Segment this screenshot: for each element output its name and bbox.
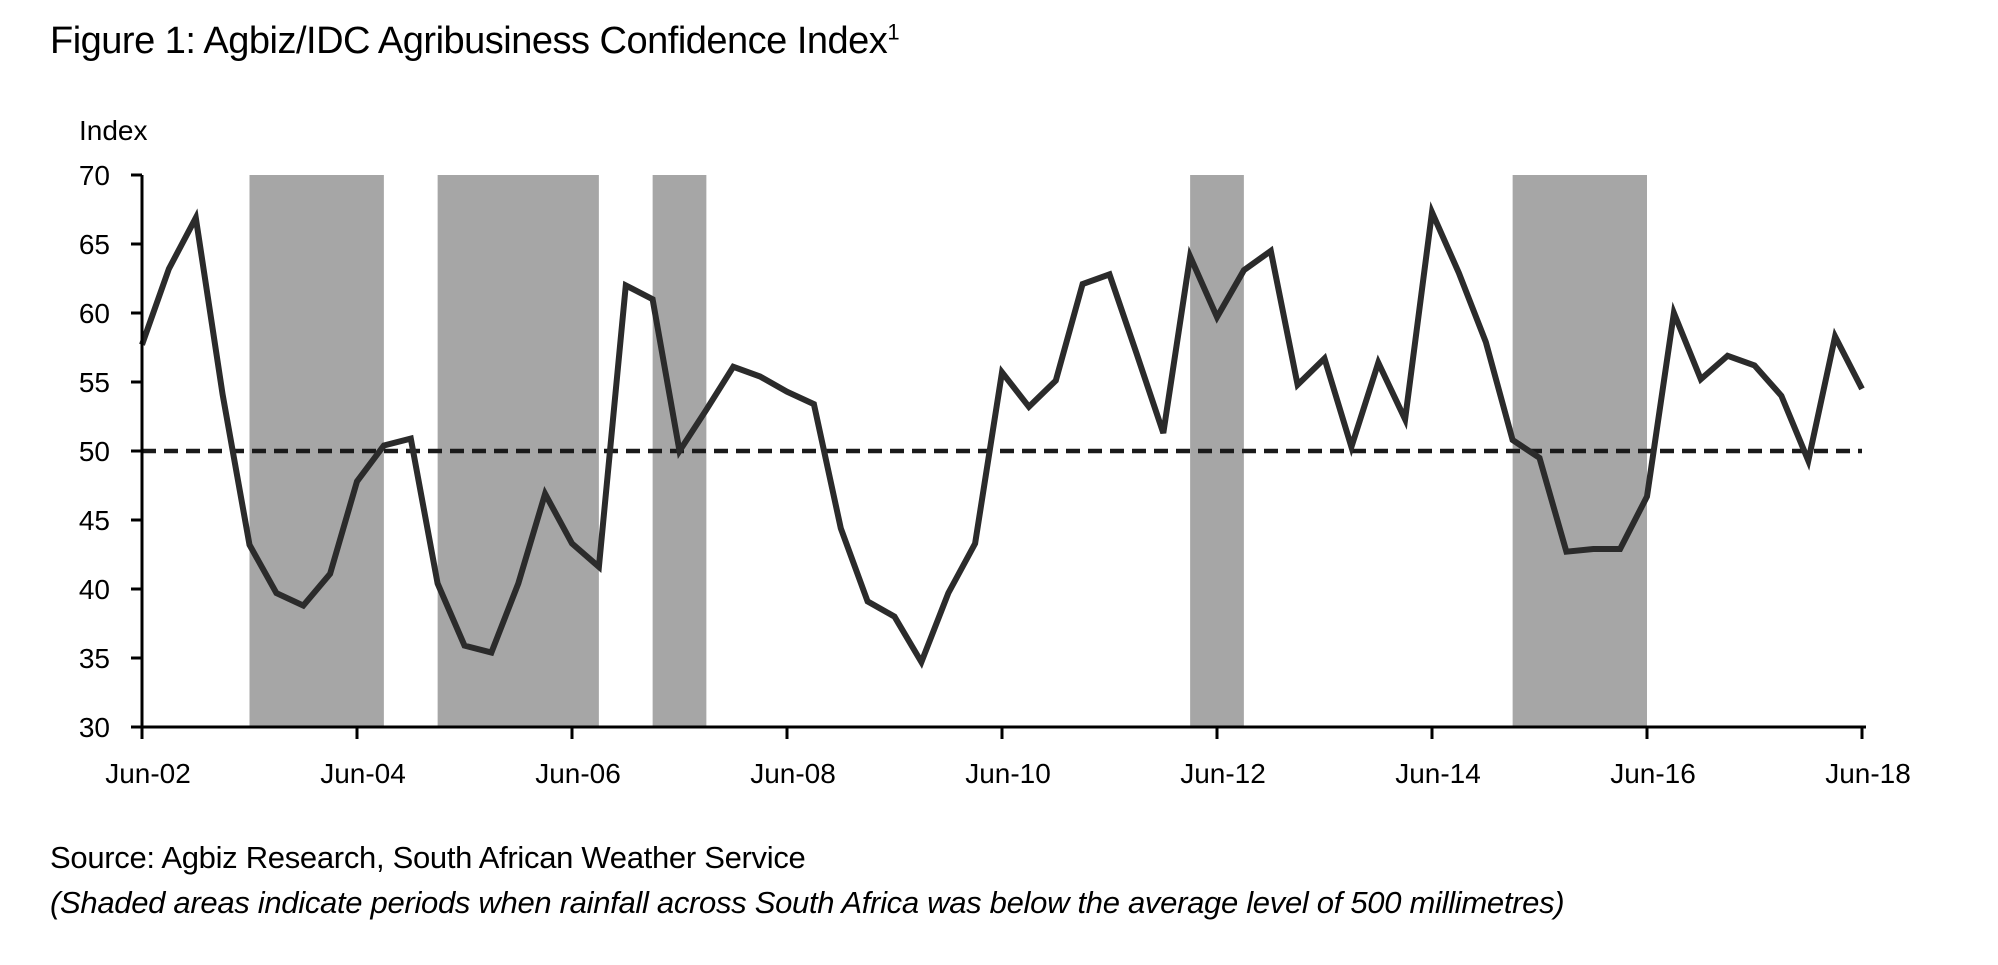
x-tick-label: Jun-04 — [320, 758, 406, 789]
shaded-period-1 — [249, 175, 384, 727]
y-tick-label: 40 — [79, 574, 110, 605]
y-ticks: 30 35 40 45 50 55 60 65 70 — [79, 160, 142, 743]
y-tick-label: 50 — [79, 436, 110, 467]
y-tick-label: 65 — [79, 229, 110, 260]
y-axis-label: Index — [79, 115, 148, 146]
chart-title-text: Figure 1: Agbiz/IDC Agribusiness Confide… — [50, 20, 888, 62]
x-tick-label: Jun-10 — [965, 758, 1051, 789]
x-tick-label: Jun-12 — [1180, 758, 1266, 789]
shading-note: (Shaded areas indicate periods when rain… — [50, 885, 1565, 920]
y-tick-label: 55 — [79, 367, 110, 398]
x-tick-label: Jun-08 — [750, 758, 836, 789]
x-tick-label: Jun-18 — [1825, 758, 1911, 789]
y-tick-label: 30 — [79, 712, 110, 743]
source-note: Source: Agbiz Research, South African We… — [50, 840, 806, 875]
x-tick-label: Jun-16 — [1610, 758, 1696, 789]
x-tick-label: Jun-06 — [535, 758, 621, 789]
series-line — [139, 201, 1865, 669]
x-ticks: Jun-02 Jun-04 Jun-06 Jun-08 Jun-10 Jun-12 Jun-… — [105, 727, 1911, 789]
x-tick-label: Jun-02 — [105, 758, 191, 789]
x-tick-label: Jun-14 — [1395, 758, 1481, 789]
y-tick-label: 45 — [79, 505, 110, 536]
chart-title: Figure 1: Agbiz/IDC Agribusiness Confide… — [50, 19, 900, 63]
footnote-marker: 1 — [887, 19, 900, 45]
y-tick-label: 35 — [79, 643, 110, 674]
y-tick-label: 70 — [79, 160, 110, 191]
series-group — [139, 201, 1865, 669]
y-tick-label: 60 — [79, 298, 110, 329]
